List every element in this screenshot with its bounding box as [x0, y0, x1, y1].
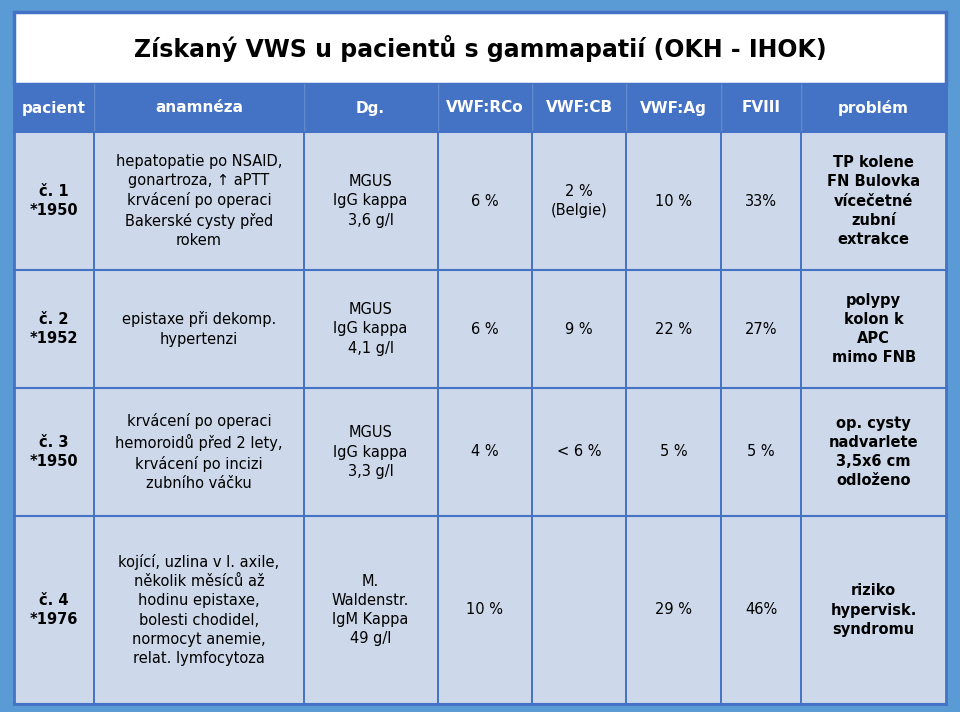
Text: pacient: pacient [22, 100, 86, 115]
Text: epistaxe při dekomp.
hypertenzi: epistaxe při dekomp. hypertenzi [122, 311, 276, 347]
Text: FVIII: FVIII [741, 100, 780, 115]
Text: č. 4
*1976: č. 4 *1976 [30, 593, 79, 627]
Text: č. 2
*1952: č. 2 *1952 [30, 312, 79, 346]
Text: VWF:Ag: VWF:Ag [640, 100, 707, 115]
Text: 10 %: 10 % [467, 602, 503, 617]
Text: 46%: 46% [745, 602, 777, 617]
Text: 6 %: 6 % [471, 322, 498, 337]
Text: 6 %: 6 % [471, 194, 498, 209]
Text: riziko
hypervisk.
syndromu: riziko hypervisk. syndromu [830, 583, 917, 637]
Bar [14, 132, 946, 270]
Text: 33%: 33% [745, 194, 777, 209]
Text: Získaný VWS u pacientů s gammapatií (OKH - IHOK): Získaný VWS u pacientů s gammapatií (OKH… [133, 34, 827, 61]
Bar [14, 84, 946, 704]
Text: 29 %: 29 % [655, 602, 692, 617]
Text: 5 %: 5 % [660, 444, 687, 459]
Text: č. 3
*1950: č. 3 *1950 [30, 435, 79, 469]
Text: kojící, uzlina v l. axile,
několik měsíců až
hodinu epistaxe,
bolesti chodidel,
: kojící, uzlina v l. axile, několik měsíc… [118, 554, 279, 666]
Text: 5 %: 5 % [747, 444, 775, 459]
Bar [14, 270, 946, 388]
Text: hepatopatie po NSAID,
gonartroza, ↑ aPTT
krvácení po operaci
Bakerské cysty před: hepatopatie po NSAID, gonartroza, ↑ aPTT… [116, 154, 282, 248]
Text: MGUS
IgG kappa
3,3 g/l: MGUS IgG kappa 3,3 g/l [333, 425, 408, 478]
Text: polypy
kolon k
APC
mimo FNB: polypy kolon k APC mimo FNB [831, 293, 916, 365]
Text: TP kolene
FN Bulovka
vícečetné
zubní
extrakce: TP kolene FN Bulovka vícečetné zubní ext… [828, 155, 921, 247]
Bar [14, 516, 946, 704]
Text: VWF:CB: VWF:CB [545, 100, 612, 115]
Text: MGUS
IgG kappa
4,1 g/l: MGUS IgG kappa 4,1 g/l [333, 303, 408, 356]
Text: problém: problém [838, 100, 909, 116]
Bar [14, 12, 946, 84]
Text: op. cysty
nadvarlete
3,5x6 cm
odloženo: op. cysty nadvarlete 3,5x6 cm odloženo [828, 416, 919, 488]
Text: 4 %: 4 % [471, 444, 498, 459]
Text: anamnéza: anamnéza [155, 100, 243, 115]
Text: 9 %: 9 % [565, 322, 593, 337]
Text: 27%: 27% [745, 322, 778, 337]
Text: č. 1
*1950: č. 1 *1950 [30, 184, 79, 218]
Text: M.
Waldenstr.
IgM Kappa
49 g/l: M. Waldenstr. IgM Kappa 49 g/l [332, 574, 409, 646]
Text: Dg.: Dg. [356, 100, 385, 115]
Bar [14, 84, 946, 132]
Text: 10 %: 10 % [655, 194, 692, 209]
Text: krvácení po operaci
hemoroidů před 2 lety,
krvácení po incizi
zubního váčku: krvácení po operaci hemoroidů před 2 let… [115, 413, 283, 491]
Text: MGUS
IgG kappa
3,6 g/l: MGUS IgG kappa 3,6 g/l [333, 174, 408, 228]
Bar [14, 388, 946, 516]
Text: 22 %: 22 % [655, 322, 692, 337]
Text: VWF:RCo: VWF:RCo [446, 100, 523, 115]
Text: < 6 %: < 6 % [557, 444, 602, 459]
Text: 2 %
(Belgie): 2 % (Belgie) [551, 184, 608, 218]
